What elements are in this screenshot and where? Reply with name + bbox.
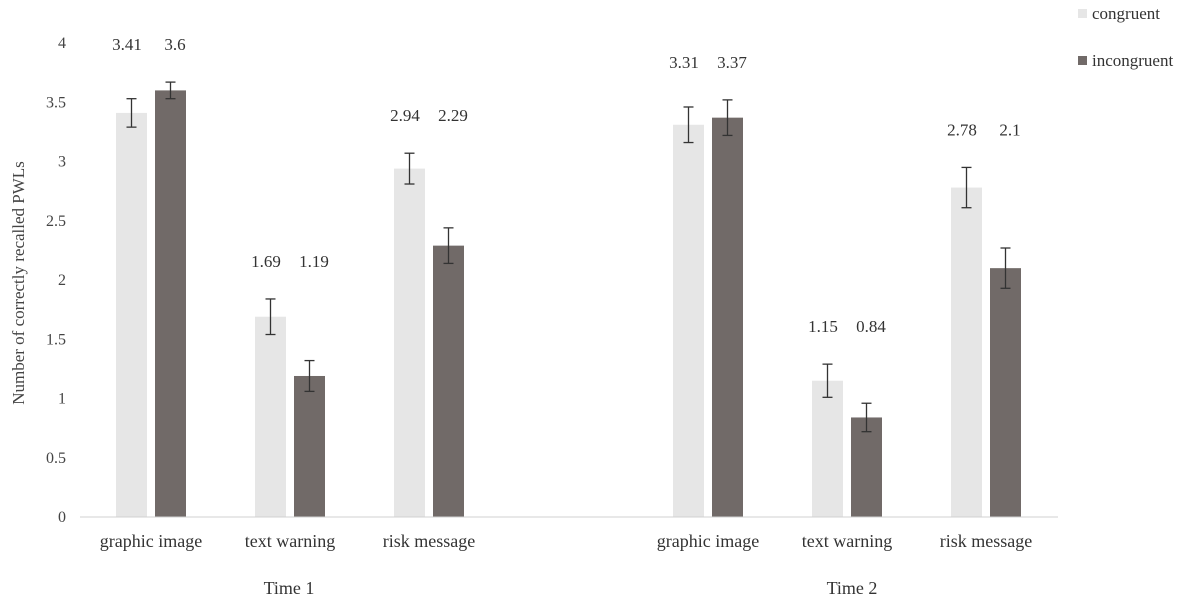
y-tick-label: 1.5 xyxy=(46,331,66,348)
x-category-label: risk message xyxy=(940,531,1032,551)
x-category-label: graphic image xyxy=(100,531,202,551)
error-bar xyxy=(822,363,833,398)
group-label: Time 1 xyxy=(264,578,315,598)
error-bar xyxy=(265,298,276,336)
y-tick-label: 2.5 xyxy=(46,213,66,230)
bar-incongruent xyxy=(990,268,1021,517)
data-label-congruent: 3.31 xyxy=(669,53,699,72)
y-tick-label: 1 xyxy=(58,391,66,408)
data-labels: 3.41 1.69 2.94 3.31 1.15 2.78 3.6 1.19 2.29 3.37 0… xyxy=(112,35,1021,336)
y-tick-label: 3.5 xyxy=(46,94,66,111)
legend: congruent incongruent xyxy=(1078,4,1173,70)
legend-swatch-incongruent xyxy=(1078,56,1087,65)
data-label-incongruent: 2.1 xyxy=(999,120,1020,139)
data-label-incongruent: 0.84 xyxy=(856,317,886,336)
error-bar xyxy=(443,227,454,265)
y-tick-label: 3 xyxy=(58,154,66,171)
y-tick-label: 0 xyxy=(58,509,66,526)
data-label-congruent: 2.94 xyxy=(390,106,420,125)
bar-incongruent xyxy=(851,417,882,517)
y-tick-label: 2 xyxy=(58,272,66,289)
error-bar xyxy=(126,98,137,128)
error-bar xyxy=(861,402,872,433)
error-bar xyxy=(304,359,315,393)
bar-incongruent xyxy=(433,245,464,517)
data-label-congruent: 1.69 xyxy=(251,252,281,271)
bar-incongruent xyxy=(294,375,325,517)
data-label-incongruent: 1.19 xyxy=(299,252,329,271)
y-axis-ticks: 0 0.5 1 1.5 2 2.5 3 3.5 4 xyxy=(46,35,66,526)
data-label-incongruent: 3.6 xyxy=(164,35,185,54)
bar-incongruent xyxy=(155,90,186,518)
error-bar xyxy=(404,152,415,185)
x-category-label: text warning xyxy=(245,531,335,551)
legend-label-congruent: congruent xyxy=(1092,4,1160,23)
bar-incongruent xyxy=(712,117,743,517)
bar-congruent xyxy=(255,316,286,517)
data-label-incongruent: 2.29 xyxy=(438,106,468,125)
data-label-incongruent: 3.37 xyxy=(717,53,747,72)
legend-swatch-congruent xyxy=(1078,9,1087,18)
category-labels: graphic image text warning risk message gra… xyxy=(100,531,1032,551)
error-bar xyxy=(961,166,972,209)
legend-label-incongruent: incongruent xyxy=(1092,51,1173,70)
bars xyxy=(116,90,1021,518)
y-tick-label: 4 xyxy=(58,35,66,52)
x-category-label: graphic image xyxy=(657,531,759,551)
y-axis-label: Number of correctly recalled PWLs xyxy=(9,161,28,405)
error-bar xyxy=(1000,247,1011,289)
bar-congruent xyxy=(394,168,425,518)
data-label-congruent: 2.78 xyxy=(947,120,977,139)
data-label-congruent: 3.41 xyxy=(112,35,142,54)
bar-congruent xyxy=(116,112,147,517)
data-label-congruent: 1.15 xyxy=(808,317,838,336)
bar-congruent xyxy=(673,124,704,517)
error-bar xyxy=(165,81,176,100)
error-bar xyxy=(683,106,694,144)
group-label: Time 2 xyxy=(827,578,878,598)
group-labels: Time 1 Time 2 xyxy=(264,578,878,598)
bar-congruent xyxy=(812,380,843,517)
x-category-label: risk message xyxy=(383,531,475,551)
y-tick-label: 0.5 xyxy=(46,450,66,467)
error-bars xyxy=(126,81,1011,433)
x-category-label: text warning xyxy=(802,531,892,551)
error-bar xyxy=(722,99,733,137)
bar-congruent xyxy=(951,187,982,517)
